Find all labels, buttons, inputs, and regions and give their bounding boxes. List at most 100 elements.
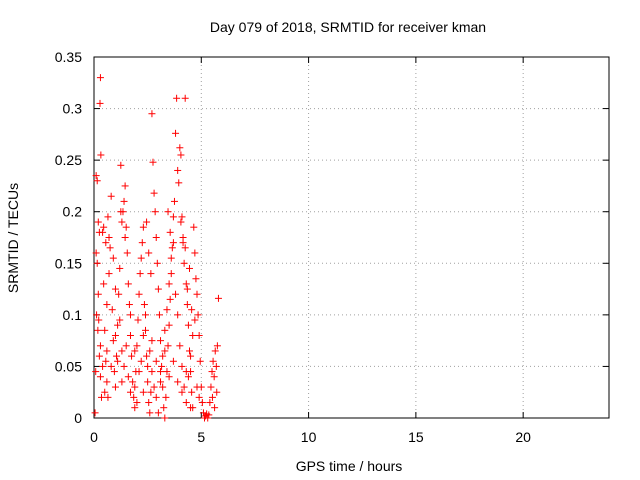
data-point (144, 362, 152, 370)
data-point (101, 388, 109, 396)
data-point (159, 352, 167, 360)
data-point (128, 352, 136, 360)
data-point (121, 234, 129, 241)
data-point (209, 357, 217, 365)
data-point (210, 373, 218, 381)
data-point (123, 249, 131, 257)
data-point (102, 357, 110, 365)
data-point (139, 388, 147, 396)
data-point (146, 409, 154, 417)
data-point (92, 368, 100, 376)
data-point (183, 301, 191, 309)
y-tick-label: 0.1 (63, 307, 83, 323)
data-point (148, 368, 156, 376)
data-point (154, 285, 162, 293)
x-tick-label: 20 (515, 429, 531, 445)
data-point (120, 362, 128, 370)
data-point (172, 129, 180, 137)
data-point (152, 393, 160, 401)
data-point (167, 254, 175, 262)
data-point (151, 208, 159, 216)
data-point (131, 383, 139, 391)
data-point (165, 280, 173, 288)
data-point (191, 316, 199, 324)
data-point (166, 295, 174, 303)
data-point (169, 357, 177, 365)
data-point (147, 388, 155, 396)
y-tick-label: 0.05 (55, 358, 82, 374)
data-point (137, 254, 145, 262)
data-point (107, 362, 115, 370)
data-point (124, 373, 132, 381)
data-point (138, 239, 146, 247)
data-point (152, 234, 160, 241)
data-point (126, 331, 134, 339)
data-point (198, 399, 206, 407)
data-point (142, 311, 149, 319)
data-point (148, 337, 156, 345)
data-point (174, 311, 182, 319)
plot-frame (93, 56, 610, 419)
data-point (184, 373, 192, 381)
data-point (178, 213, 186, 221)
data-point (169, 213, 177, 221)
data-point (184, 321, 192, 329)
data-point (103, 347, 111, 355)
data-point (191, 249, 199, 257)
data-point (165, 321, 173, 329)
data-point (213, 388, 221, 396)
data-point (106, 244, 114, 252)
data-point (108, 306, 116, 314)
data-point (118, 218, 126, 226)
data-point (149, 158, 157, 166)
data-point (98, 393, 106, 401)
data-point (175, 179, 183, 187)
data-point (95, 316, 103, 324)
data-point (113, 352, 121, 360)
data-point (193, 290, 201, 298)
data-point (109, 254, 117, 262)
data-point (180, 383, 188, 391)
data-point (163, 368, 171, 376)
data-point (101, 326, 109, 334)
data-point (92, 249, 100, 257)
data-point (107, 192, 115, 200)
data-point (161, 326, 169, 334)
x-tick-labels: 0 5 10 15 20 (90, 429, 531, 445)
data-point (91, 409, 99, 417)
data-point (205, 411, 213, 419)
data-point (188, 306, 196, 314)
x-tick-label: 10 (301, 429, 317, 445)
data-point (122, 223, 130, 231)
data-point (180, 259, 188, 267)
y-axis-label: SRMTID / TECUs (5, 183, 21, 293)
data-point (134, 316, 142, 324)
data-point (196, 357, 204, 365)
data-point (105, 234, 113, 241)
data-point (182, 399, 190, 407)
data-point (164, 208, 172, 216)
data-point (140, 301, 148, 309)
data-point (176, 342, 184, 350)
data-point (97, 151, 105, 159)
data-point (131, 404, 139, 412)
data-point (211, 404, 219, 412)
y-tick-label: 0.3 (63, 101, 83, 117)
data-point (190, 223, 198, 231)
data-point (148, 110, 156, 118)
data-point (182, 280, 190, 288)
data-point (111, 383, 119, 391)
data-point (178, 362, 186, 370)
data-point (176, 144, 184, 152)
data-point (158, 362, 166, 370)
data-point (185, 264, 193, 272)
data-point (94, 290, 102, 298)
data-point (116, 264, 124, 272)
data-point (188, 388, 196, 396)
data-point (150, 383, 158, 391)
data-point (129, 378, 137, 386)
data-point (161, 347, 169, 355)
data-point (167, 270, 175, 278)
